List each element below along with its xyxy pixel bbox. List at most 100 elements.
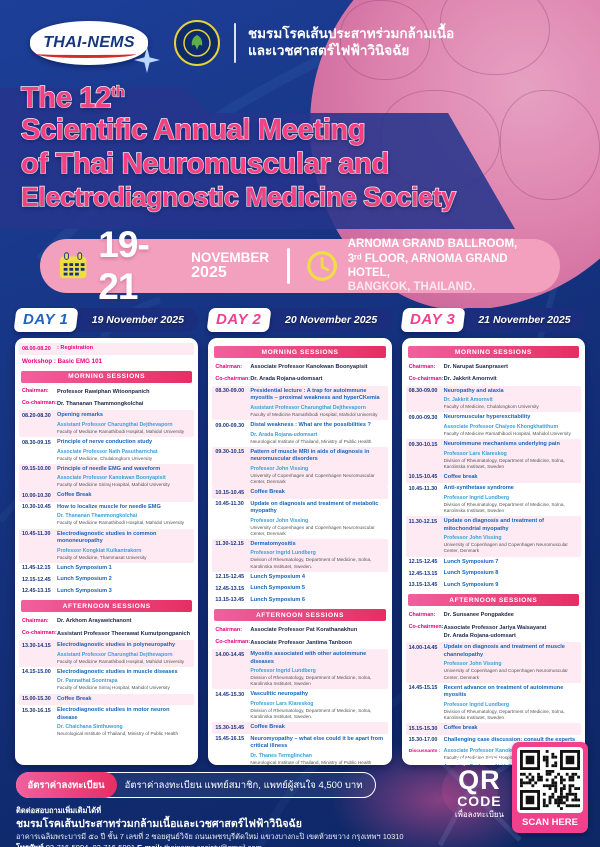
org-name-line1: ชมรมโรคเส้นประสาทร่วมกล้ามเนื้อ bbox=[248, 26, 455, 42]
contact-heading: ติดต่อสอบถามเพิ่มเติมได้ที่ bbox=[16, 806, 102, 815]
speaker-affiliation: Faculty of Medicine Siriraj Hospital, Ma… bbox=[57, 482, 170, 488]
speaker-name: Professor Ingrid Lundberg bbox=[443, 701, 510, 708]
item-time: 11.30-12.15 bbox=[215, 541, 244, 548]
item-time: 11.45-12.15 bbox=[22, 565, 51, 572]
chair-row: Chairman: Dr. Arkhom Arayawichanont bbox=[19, 615, 194, 627]
schedule-item: 13.15-13.45 Lunch Symposium 9 bbox=[406, 580, 581, 592]
item-title: Coffee break bbox=[443, 725, 478, 732]
item-title: Electrodiagnostic studies in motor neuro… bbox=[57, 707, 170, 721]
speaker-affiliation: Division of Rheumatology, Department of … bbox=[443, 457, 565, 469]
chair-name: Professor Rawiphan Witoonpanich bbox=[57, 388, 150, 395]
item-time: 09.30-10.15 bbox=[215, 449, 245, 456]
schedule-item: 10.00-10.30 Coffee Break bbox=[19, 490, 195, 502]
speaker-entry: Associate Professor Kanokwan Boonyapisit… bbox=[57, 475, 191, 488]
item-title: Coffee Break bbox=[57, 695, 92, 702]
email-address: thainems.society@gmail.com bbox=[164, 843, 262, 847]
item-title: Electrodiagnostic studies in common mono… bbox=[57, 530, 157, 545]
item-time: 13.30-14.15 bbox=[22, 642, 51, 649]
schedule-item: 12.45-13.15 Lunch Symposium 8 bbox=[406, 568, 581, 580]
speaker-entry: Professor Lars Klareskog Division of Rheu… bbox=[250, 701, 384, 720]
item-title: Lunch Symposium 5 bbox=[250, 585, 306, 592]
speaker-affiliation: University of Copenhagen and Copenhagen … bbox=[443, 668, 568, 680]
day-badge: DAY 2 bbox=[206, 307, 273, 332]
item-time: 15.30-17.00 bbox=[408, 737, 438, 744]
item-time: 13.15-13.45 bbox=[408, 582, 438, 589]
item-time: 12.15-12.45 bbox=[215, 574, 245, 581]
chair-row: Co-chairman: Assistant Professor Theerawa… bbox=[19, 628, 194, 640]
title-line4: Electrodiagnostic Medicine Society bbox=[20, 182, 456, 214]
speaker-affiliation: Division of Rheumatology, Department of … bbox=[443, 708, 565, 720]
chair-label: Chairman: bbox=[215, 626, 242, 633]
schedule-item: 08.30-09.15 Principle of nerve conduction… bbox=[19, 437, 194, 464]
item-title: Update on diagnosis and treatment of mus… bbox=[443, 644, 565, 658]
day-schedule-card: MORNING SESSIONS Chairman: Associate Profe… bbox=[208, 338, 392, 765]
item-time: 15.45-16.15 bbox=[215, 736, 245, 743]
venue-line1: ARNOMA GRAND BALLROOM, bbox=[347, 238, 518, 251]
item-title: Anti-synthetase syndrome bbox=[443, 485, 514, 492]
chair-name: Dr. Sunsanee Pongpakdee bbox=[443, 612, 514, 619]
schedule-item: 12.15-12.45 Lunch Symposium 7 bbox=[406, 557, 581, 569]
qr-caption-line1: กรุณา แสกน bbox=[454, 755, 504, 766]
schedule-item: 08.00-08.20: Registration bbox=[19, 343, 195, 355]
day-schedule-card: MORNING SESSIONS Chairman: Dr. Narupat Sua… bbox=[401, 338, 585, 765]
schedule-item: 08.30-09.00 Presidential lecture : A trap… bbox=[212, 385, 388, 420]
speaker-name: Associate Professor Kanokwan Boonyapisit bbox=[57, 475, 166, 482]
speaker-name: Associate Professor Chaiyos Khongkhatith… bbox=[443, 424, 559, 430]
schedule-item: 10.15-10.45 Coffee Break bbox=[212, 487, 388, 499]
speaker-entry: Professor John Vissing University of Cope… bbox=[250, 466, 384, 485]
schedule-item: 14.45-15.15 Recent advance on treatment o… bbox=[406, 683, 581, 723]
chair-label: Co-chairman: bbox=[408, 375, 444, 382]
item-time: 14.45-15.15 bbox=[408, 685, 438, 692]
event-dates: 19-21 bbox=[98, 224, 149, 307]
title-line2: Scientific Annual Meeting bbox=[20, 113, 366, 147]
schedule-item: 15.30-15.45 Coffee Break bbox=[212, 722, 388, 734]
speaker-name: Professor John Vissing bbox=[443, 661, 502, 668]
item-time: 10.45-11.30 bbox=[408, 485, 438, 492]
day-schedule-card: 08.00-08.20: Registration Workshop : Basi… bbox=[15, 338, 199, 765]
org-name-line2: และเวชศาสตร์ไฟฟ้าวินิจฉัย bbox=[248, 43, 410, 58]
chair-name: Dr. Arada Rojana-udomsart bbox=[443, 632, 516, 639]
speaker-name: Professor Lars Klareskog bbox=[250, 700, 314, 707]
item-title: Distal weakness : What are the possibili… bbox=[250, 422, 371, 428]
session-banner: AFTERNOON SESSIONS bbox=[407, 594, 579, 607]
day-label: DAY 3 bbox=[409, 310, 456, 328]
qr-registration-area: กรุณา แสกน QR CODE เพื่อลงทะเบียน SCAN H… bbox=[455, 742, 588, 833]
day-date: 20 November 2025 bbox=[262, 307, 392, 332]
chair-row: Chairman: Professor Rawiphan Witoonpanich bbox=[19, 386, 194, 398]
speaker-entry: Assistant Professor Charungthai Dejtheva… bbox=[250, 405, 384, 418]
speaker-affiliation: Faculty of Medicine Ramathibodi Hospital… bbox=[443, 431, 571, 437]
schedule-item: 15.15-15.30 Coffee break bbox=[405, 723, 581, 735]
title-line1-ordinal: th bbox=[110, 83, 125, 101]
day-header: DAY 3 21 November 2025 bbox=[400, 306, 585, 333]
speaker-affiliation: Neurological Institute of Thailand, Mini… bbox=[57, 731, 179, 737]
speaker-name: Professor Ingrid Lundberg bbox=[443, 495, 510, 501]
session-banner: MORNING SESSIONS bbox=[21, 370, 193, 383]
contact-address: อาคารเฉลิมพระบารมี ๕๐ ปี ชั้น 7 เลขที่ 2… bbox=[16, 832, 404, 842]
item-time: 12.45-13.15 bbox=[215, 585, 245, 592]
chair-name: Dr. Arkhom Arayawichanont bbox=[57, 618, 132, 625]
speaker-entry: Professor Ingrid Lundberg Division of Rhe… bbox=[250, 668, 384, 687]
speaker-name: Professor Kongkiat Kulkantrakorn bbox=[57, 547, 142, 554]
item-title: : Registration bbox=[57, 345, 94, 351]
speaker-name: Assistant Professor Charungthai Dejtheva… bbox=[57, 421, 173, 428]
speaker-name: Dr. Chaichana Sinthuwong bbox=[57, 724, 123, 731]
speaker-affiliation: Faculty of Medicine Ramathibodi Hospital… bbox=[250, 411, 378, 417]
item-title: Lunch Symposium 7 bbox=[443, 558, 499, 565]
speaker-name: Dr. Pannathat Soontrapa bbox=[57, 678, 118, 685]
item-time: 09.15-10.00 bbox=[22, 466, 51, 473]
schedule-item: 09.30-10.15 Pattern of muscle MRI in aids… bbox=[212, 446, 388, 487]
chair-label: Chairman: bbox=[408, 611, 436, 618]
speaker-affiliation: Division of Rheumatology, Department of … bbox=[250, 557, 372, 569]
phone-label: โทรศัพท์ bbox=[16, 843, 44, 847]
chair-name: Associate Professor Pat Korathanakhun bbox=[250, 627, 358, 634]
chair-name: Associate Professor Jariya Waisayarat bbox=[443, 624, 547, 631]
item-time: 15.30-16.15 bbox=[22, 707, 51, 714]
speaker-entry: Professor Kongkiat Kulkantrakorn Faculty … bbox=[57, 548, 191, 561]
item-title: Lunch Symposium 6 bbox=[250, 596, 306, 603]
chair-label: Co-chairman: bbox=[215, 375, 251, 382]
day-badge: DAY 1 bbox=[13, 307, 79, 332]
qr-caption-line2: QR bbox=[458, 764, 501, 795]
schedule-item: 14.45-15.30 Vasculitic neuropathy Professo… bbox=[212, 689, 387, 722]
schedule-item: 14.15-15.00 Electrodiagnostic studies in … bbox=[19, 667, 194, 694]
item-time: 12.15-12.45 bbox=[22, 576, 51, 583]
